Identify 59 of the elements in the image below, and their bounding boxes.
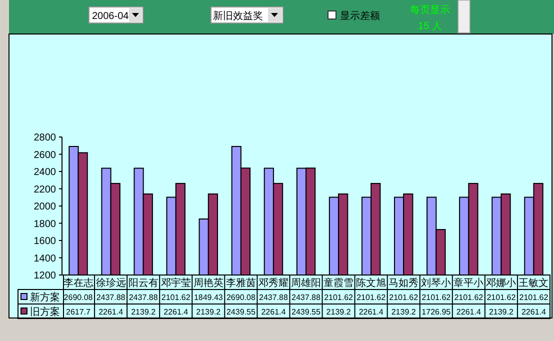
x-tick-label: 徐珍远 (96, 277, 126, 289)
y-tick-label: 2800 (34, 132, 56, 144)
controls: 2006-04 新旧效益奖 显示差额 每页显示 15 人 (88, 0, 470, 34)
y-tick-label: 2200 (34, 184, 56, 196)
data-label: 2617.7 (66, 308, 92, 316)
y-tick-label: 1400 (34, 253, 56, 264)
y-tick-label: 1200 (34, 270, 56, 282)
data-label: 1726.95 (422, 308, 452, 316)
data-label: 2437.88 (128, 293, 158, 302)
data-label: 2261.4 (164, 308, 189, 316)
data-label: 2690.08 (226, 293, 256, 302)
data-label: 2261.4 (98, 308, 124, 316)
data-label: 2101.62 (324, 293, 354, 302)
x-tick-label: 周雄阳 (291, 277, 321, 289)
data-label: 2101.62 (454, 293, 484, 302)
data-label: 2139.2 (131, 308, 156, 316)
y-tick-label: 2600 (34, 150, 56, 161)
y-tick-label: 2400 (34, 167, 56, 178)
legend: 新方案 (20, 292, 60, 304)
x-tick-label: 章平小 (454, 277, 484, 289)
x-tick-label: 陈文旭 (356, 277, 386, 289)
data-label: 2101.62 (161, 293, 191, 302)
x-tick-label: 王敏文 (518, 277, 549, 289)
x-tick-label: 童霞雪 (324, 277, 354, 289)
data-label: 2139.2 (196, 308, 222, 316)
x-tick-label: 周艳英 (193, 277, 224, 289)
data-label: 1849.43 (194, 293, 224, 302)
data-label: 2261.4 (456, 308, 482, 316)
legend: 旧方案 (20, 307, 60, 318)
legend-label: 新方案 (30, 292, 60, 304)
data-label: 2437.88 (259, 293, 288, 302)
x-tick-label: 李在志 (63, 277, 94, 289)
data-label: 2261.4 (522, 308, 547, 316)
data-label: 2261.4 (261, 308, 286, 316)
y-tick-label: 2000 (34, 202, 56, 212)
data-label: 2261.4 (358, 308, 384, 316)
y-tick-label: 1600 (34, 236, 56, 247)
data-label: 2439.55 (226, 308, 256, 316)
x-tick-label: 邓宇莹 (160, 277, 191, 289)
legend-label: 旧方案 (30, 306, 60, 318)
x-tick-label: 邓秀耀 (258, 277, 288, 289)
data-label: 2101.62 (356, 293, 386, 302)
y-tick-label: 1800 (34, 218, 56, 230)
x-tick-label: 刘琴小 (421, 277, 452, 289)
data-label: 2101.62 (389, 293, 419, 302)
data-label: 2139.2 (391, 308, 416, 316)
x-tick-label: 马如秀 (388, 277, 419, 289)
x-tick-label: 邓娜小 (486, 277, 516, 289)
data-label: 2101.62 (486, 293, 516, 302)
data-label: 2439.55 (292, 308, 322, 316)
data-label: 2690.08 (64, 293, 94, 302)
x-tick-label: 李雅茵 (226, 277, 256, 289)
data-label: 2101.62 (422, 293, 452, 302)
data-label: 2101.62 (519, 293, 549, 302)
data-label: 2437.88 (292, 293, 322, 302)
data-label: 2139.2 (326, 308, 352, 316)
data-label: 2437.88 (96, 293, 126, 302)
x-tick-label: 阳云有 (128, 277, 158, 289)
data-label: 2139.2 (488, 308, 514, 316)
